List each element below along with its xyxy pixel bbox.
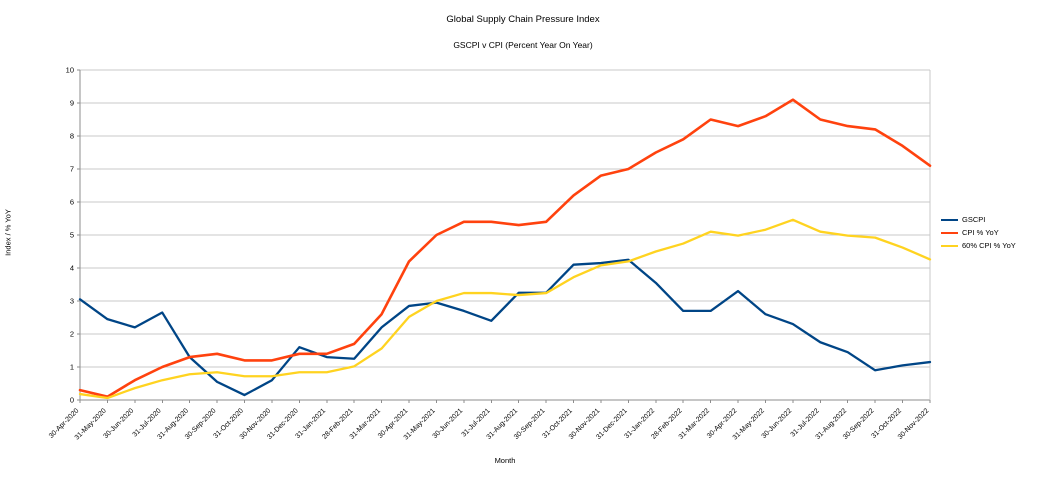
legend-label: CPI % YoY bbox=[962, 228, 999, 237]
legend-item-cpi-yoy: CPI % YoY bbox=[941, 226, 1016, 239]
legend-line-swatch bbox=[941, 218, 958, 221]
legend-label: 60% CPI % YoY bbox=[962, 241, 1016, 250]
series-line-60-cpi-yoy bbox=[78, 218, 932, 400]
y-tick-label: 1 bbox=[70, 363, 74, 372]
y-tick-label: 4 bbox=[70, 264, 74, 273]
legend-line-swatch bbox=[941, 244, 958, 247]
series-line-cpi-yoy bbox=[78, 98, 932, 399]
series-line-gscpi bbox=[78, 258, 932, 397]
legend-item-gscpi: GSCPI bbox=[941, 213, 1016, 226]
y-tick-label: 8 bbox=[70, 132, 74, 141]
y-tick-label: 9 bbox=[70, 99, 74, 108]
y-tick-label: 6 bbox=[70, 198, 74, 207]
legend-label: GSCPI bbox=[962, 215, 986, 224]
y-tick-label: 3 bbox=[70, 297, 74, 306]
chart-subtitle: GSCPI v CPI (Percent Year On Year) bbox=[453, 40, 593, 50]
x-axis-title: Month bbox=[494, 456, 516, 465]
y-tick-label: 2 bbox=[70, 330, 74, 339]
y-tick-label: 10 bbox=[66, 66, 74, 75]
legend: GSCPI CPI % YoY 60% CPI % YoY bbox=[941, 213, 1016, 252]
legend-line-swatch bbox=[941, 231, 958, 234]
y-tick-label: 0 bbox=[70, 396, 74, 405]
chart-title: Global Supply Chain Pressure Index bbox=[446, 14, 600, 25]
y-tick-label: 5 bbox=[70, 231, 74, 240]
y-tick-label: 7 bbox=[70, 165, 74, 174]
legend-item-60-cpi-yoy: 60% CPI % YoY bbox=[941, 239, 1016, 252]
